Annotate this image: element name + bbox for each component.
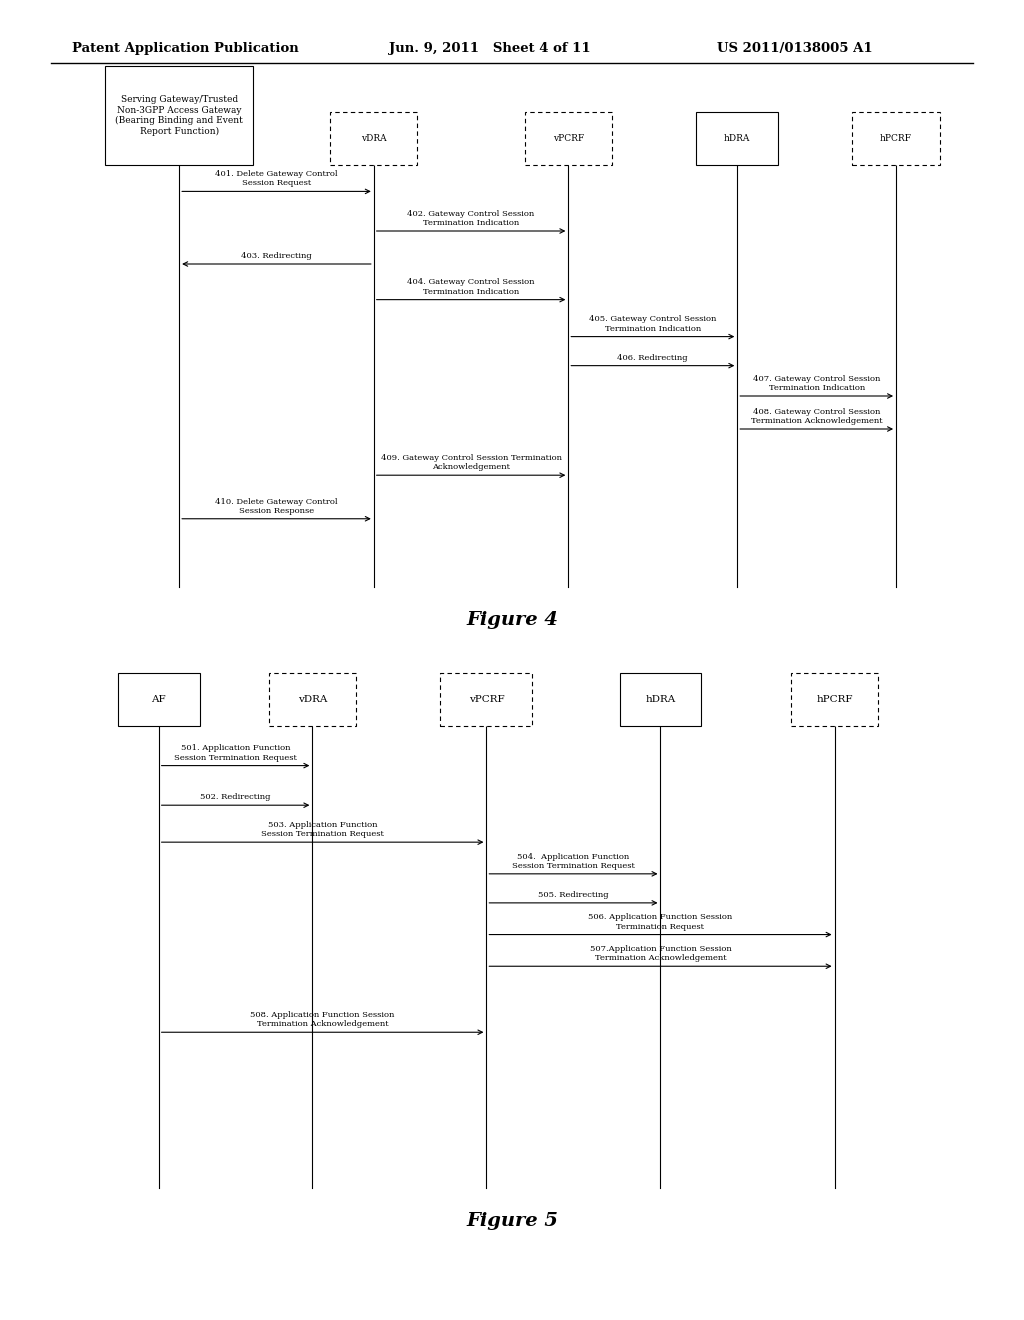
Text: AF: AF bbox=[152, 696, 166, 704]
Text: vDRA: vDRA bbox=[298, 696, 327, 704]
Text: 507.Application Function Session
Termination Acknowledgement: 507.Application Function Session Termina… bbox=[590, 945, 731, 962]
Text: vPCRF: vPCRF bbox=[469, 696, 504, 704]
Bar bbox=[696, 112, 778, 165]
Text: 502. Redirecting: 502. Redirecting bbox=[201, 793, 270, 801]
Text: Figure 5: Figure 5 bbox=[466, 1212, 558, 1230]
Text: 506. Application Function Session
Termination Request: 506. Application Function Session Termin… bbox=[589, 913, 732, 931]
Text: 407. Gateway Control Session
Termination Indication: 407. Gateway Control Session Termination… bbox=[753, 375, 881, 392]
Text: 405. Gateway Control Session
Termination Indication: 405. Gateway Control Session Termination… bbox=[589, 315, 717, 333]
Bar bbox=[440, 673, 532, 726]
Text: vDRA: vDRA bbox=[360, 135, 387, 143]
Text: 409. Gateway Control Session Termination
Acknowledgement: 409. Gateway Control Session Termination… bbox=[381, 454, 561, 471]
Text: Serving Gateway/Trusted
Non-3GPP Access Gateway
(Bearing Binding and Event
Repor: Serving Gateway/Trusted Non-3GPP Access … bbox=[116, 95, 243, 136]
Text: Figure 4: Figure 4 bbox=[466, 611, 558, 630]
Text: 505. Redirecting: 505. Redirecting bbox=[539, 891, 608, 899]
Text: hDRA: hDRA bbox=[645, 696, 676, 704]
Text: 501. Application Function
Session Termination Request: 501. Application Function Session Termin… bbox=[174, 744, 297, 762]
Text: Patent Application Publication: Patent Application Publication bbox=[72, 42, 298, 55]
Bar bbox=[118, 673, 200, 726]
Text: US 2011/0138005 A1: US 2011/0138005 A1 bbox=[717, 42, 872, 55]
Bar bbox=[620, 673, 701, 726]
Text: hDRA: hDRA bbox=[724, 135, 751, 143]
Text: 504.  Application Function
Session Termination Request: 504. Application Function Session Termin… bbox=[512, 853, 635, 870]
Text: Jun. 9, 2011   Sheet 4 of 11: Jun. 9, 2011 Sheet 4 of 11 bbox=[389, 42, 591, 55]
Text: vPCRF: vPCRF bbox=[553, 135, 584, 143]
Text: hPCRF: hPCRF bbox=[880, 135, 912, 143]
Bar bbox=[852, 112, 940, 165]
Text: 401. Delete Gateway Control
Session Request: 401. Delete Gateway Control Session Requ… bbox=[215, 170, 338, 187]
Text: 503. Application Function
Session Termination Request: 503. Application Function Session Termin… bbox=[261, 821, 384, 838]
Text: 410. Delete Gateway Control
Session Response: 410. Delete Gateway Control Session Resp… bbox=[215, 498, 338, 515]
Bar bbox=[525, 112, 612, 165]
Text: hPCRF: hPCRF bbox=[816, 696, 853, 704]
Bar bbox=[330, 112, 418, 165]
Text: 404. Gateway Control Session
Termination Indication: 404. Gateway Control Session Termination… bbox=[408, 279, 535, 296]
Bar bbox=[268, 673, 356, 726]
Text: 508. Application Function Session
Termination Acknowledgement: 508. Application Function Session Termin… bbox=[251, 1011, 394, 1028]
Text: 406. Redirecting: 406. Redirecting bbox=[617, 354, 688, 362]
Bar bbox=[104, 66, 254, 165]
Bar bbox=[791, 673, 878, 726]
Text: 403. Redirecting: 403. Redirecting bbox=[241, 252, 312, 260]
Text: 408. Gateway Control Session
Termination Acknowledgement: 408. Gateway Control Session Termination… bbox=[751, 408, 883, 425]
Text: 402. Gateway Control Session
Termination Indication: 402. Gateway Control Session Termination… bbox=[408, 210, 535, 227]
